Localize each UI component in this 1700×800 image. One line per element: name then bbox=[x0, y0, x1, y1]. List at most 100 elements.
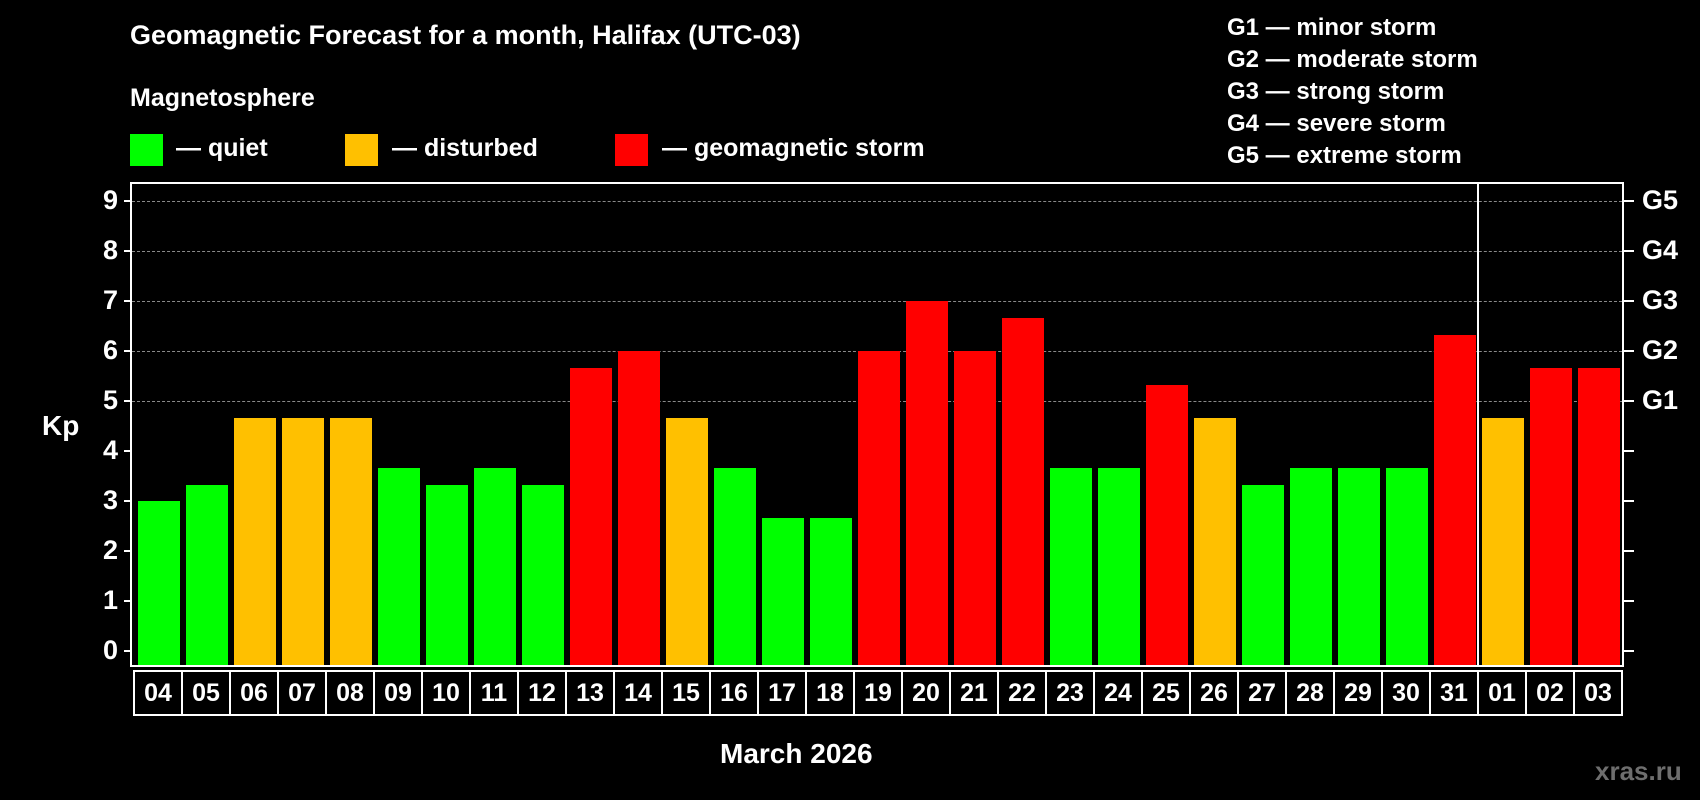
x-tick-label: 10 bbox=[421, 670, 471, 716]
y-tick bbox=[124, 200, 132, 202]
x-tick-label: 08 bbox=[325, 670, 375, 716]
x-tick-label: 13 bbox=[565, 670, 615, 716]
y-tick-right bbox=[1624, 500, 1634, 502]
bar-07 bbox=[282, 417, 324, 665]
chart-title: Geomagnetic Forecast for a month, Halifa… bbox=[130, 20, 801, 50]
y-axis-label: Kp bbox=[42, 410, 80, 441]
bar-03 bbox=[1578, 367, 1620, 665]
bar-24 bbox=[1098, 467, 1140, 665]
g-level-label: G3 bbox=[1642, 285, 1679, 315]
x-tick-label: 03 bbox=[1573, 670, 1623, 716]
x-tick-label: 12 bbox=[517, 670, 567, 716]
x-tick-label: 26 bbox=[1189, 670, 1239, 716]
bar-05 bbox=[186, 484, 228, 665]
bar-10 bbox=[426, 484, 468, 665]
y-tick-label: 0 bbox=[102, 635, 118, 665]
g-level-label: G5 bbox=[1642, 185, 1679, 215]
y-tick-label: 9 bbox=[102, 185, 118, 215]
x-tick-label: 07 bbox=[277, 670, 327, 716]
x-tick-label: 04 bbox=[133, 670, 183, 716]
y-tick bbox=[124, 350, 132, 352]
y-tick bbox=[124, 600, 132, 602]
x-tick-label: 21 bbox=[949, 670, 999, 716]
y-tick bbox=[124, 450, 132, 452]
bar-26 bbox=[1194, 417, 1236, 665]
grid-line bbox=[132, 301, 1622, 302]
x-tick-label: 01 bbox=[1477, 670, 1527, 716]
g-scale-g1: G1 — minor storm bbox=[1227, 14, 1437, 41]
bar-28 bbox=[1290, 467, 1332, 665]
bar-06 bbox=[234, 417, 276, 665]
bar-31 bbox=[1434, 334, 1476, 665]
bar-11 bbox=[474, 467, 516, 665]
y-tick-right bbox=[1624, 550, 1634, 552]
g-scale-g4: G4 — severe storm bbox=[1227, 110, 1446, 137]
y-tick-right bbox=[1624, 350, 1634, 352]
y-tick-right bbox=[1624, 400, 1634, 402]
bar-12 bbox=[522, 484, 564, 665]
bar-20 bbox=[906, 301, 948, 665]
x-tick-label: 19 bbox=[853, 670, 903, 716]
y-tick bbox=[124, 650, 132, 652]
bar-15 bbox=[666, 417, 708, 665]
bar-04 bbox=[138, 501, 180, 665]
y-tick-label: 6 bbox=[102, 335, 118, 365]
y-tick bbox=[124, 250, 132, 252]
y-tick-right bbox=[1624, 650, 1634, 652]
legend-label-disturbed: — disturbed bbox=[392, 134, 538, 162]
g-level-label: G2 bbox=[1642, 335, 1679, 365]
legend-label-quiet: — quiet bbox=[176, 134, 268, 162]
x-axis-label: March 2026 bbox=[720, 738, 873, 769]
y-tick-label: 8 bbox=[102, 235, 118, 265]
g-level-label: G4 bbox=[1642, 235, 1679, 265]
x-tick-label: 31 bbox=[1429, 670, 1479, 716]
bar-13 bbox=[570, 367, 612, 665]
bar-23 bbox=[1050, 467, 1092, 665]
bar-14 bbox=[618, 351, 660, 665]
x-tick-label: 25 bbox=[1141, 670, 1191, 716]
bar-25 bbox=[1146, 384, 1188, 665]
bar-27 bbox=[1242, 484, 1284, 665]
grid-line bbox=[132, 201, 1622, 202]
g-scale-g3: G3 — strong storm bbox=[1227, 78, 1445, 105]
bar-16 bbox=[714, 467, 756, 665]
bar-09 bbox=[378, 467, 420, 665]
y-tick-right bbox=[1624, 200, 1634, 202]
x-tick-label: 29 bbox=[1333, 670, 1383, 716]
x-tick-label: 14 bbox=[613, 670, 663, 716]
x-tick-label: 18 bbox=[805, 670, 855, 716]
y-tick bbox=[124, 550, 132, 552]
y-tick-label: 7 bbox=[102, 285, 118, 315]
y-tick-right bbox=[1624, 250, 1634, 252]
y-tick bbox=[124, 500, 132, 502]
bar-19 bbox=[858, 351, 900, 665]
x-tick-label: 24 bbox=[1093, 670, 1143, 716]
x-tick-label: 28 bbox=[1285, 670, 1335, 716]
legend-swatch-quiet bbox=[130, 134, 163, 166]
x-tick-label: 15 bbox=[661, 670, 711, 716]
y-tick-label: 3 bbox=[102, 485, 118, 515]
legend-heading: Magnetosphere bbox=[130, 84, 315, 112]
y-tick bbox=[124, 400, 132, 402]
y-tick bbox=[124, 300, 132, 302]
watermark: xras.ru bbox=[1595, 756, 1682, 786]
g-scale-g5: G5 — extreme storm bbox=[1227, 142, 1462, 169]
x-tick-label: 30 bbox=[1381, 670, 1431, 716]
bar-22 bbox=[1002, 317, 1044, 665]
y-tick-right bbox=[1624, 300, 1634, 302]
x-tick-label: 05 bbox=[181, 670, 231, 716]
legend-label-storm: — geomagnetic storm bbox=[662, 134, 925, 162]
bar-29 bbox=[1338, 467, 1380, 665]
g-level-label: G1 bbox=[1642, 385, 1679, 415]
grid-line bbox=[132, 251, 1622, 252]
legend-swatch-disturbed bbox=[345, 134, 378, 166]
x-tick-label: 09 bbox=[373, 670, 423, 716]
y-tick-label: 2 bbox=[102, 535, 118, 565]
bar-02 bbox=[1530, 367, 1572, 665]
y-tick-right bbox=[1624, 600, 1634, 602]
x-tick-label: 20 bbox=[901, 670, 951, 716]
plot-area bbox=[130, 182, 1624, 667]
y-tick-label: 1 bbox=[102, 585, 118, 615]
bar-21 bbox=[954, 351, 996, 665]
bar-01 bbox=[1482, 417, 1524, 665]
